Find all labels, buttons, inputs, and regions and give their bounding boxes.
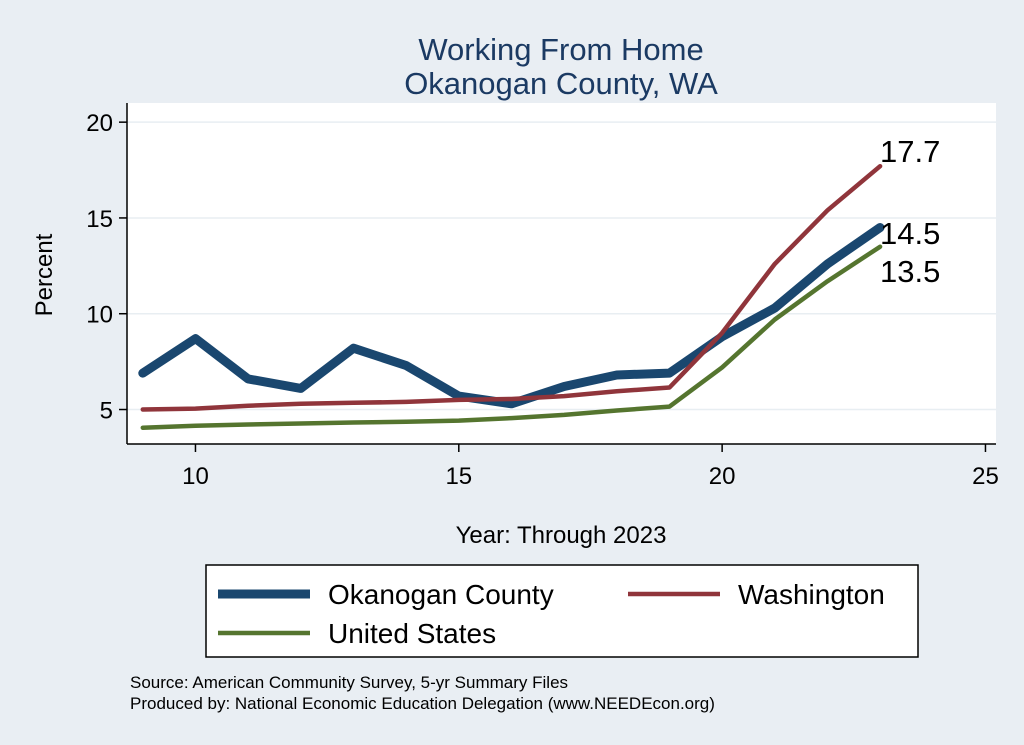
legend: Okanogan County Washington United States (205, 564, 919, 658)
axes: 5 10 15 20 10 15 20 25 (86, 103, 999, 490)
end-label-okanogan: 14.5 (880, 216, 940, 251)
series-line-okanogan-county (138, 223, 885, 409)
x-axis-label: Year: Through 2023 (456, 522, 667, 549)
end-label-washington: 17.7 (880, 134, 940, 169)
y-tick-label: 5 (100, 398, 113, 425)
series-lines (138, 163, 885, 430)
plot-area (127, 103, 996, 444)
producer-note: Produced by: National Economic Education… (130, 694, 715, 713)
x-tick-label: 20 (709, 463, 736, 490)
x-tick-label: 25 (972, 463, 999, 490)
x-tick-label: 15 (445, 463, 472, 490)
y-axis-label: Percent (31, 233, 58, 316)
legend-label-okanogan: Okanogan County (328, 579, 554, 610)
y-tick-label: 20 (86, 110, 113, 137)
end-label-united-states: 13.5 (880, 254, 940, 289)
legend-box (205, 564, 919, 658)
grid-lines (127, 121, 996, 411)
x-tick-label: 10 (182, 463, 209, 490)
source-note: Source: American Community Survey, 5-yr … (130, 673, 568, 692)
chart-title: Working From Home (418, 32, 703, 67)
series-line-washington (140, 163, 883, 412)
y-tick-label: 15 (86, 206, 113, 233)
chart-subtitle: Okanogan County, WA (404, 66, 718, 101)
y-tick-label: 10 (86, 302, 113, 329)
series-line-united-states (140, 244, 883, 430)
legend-label-washington: Washington (738, 579, 885, 610)
legend-label-united-states: United States (328, 618, 496, 649)
